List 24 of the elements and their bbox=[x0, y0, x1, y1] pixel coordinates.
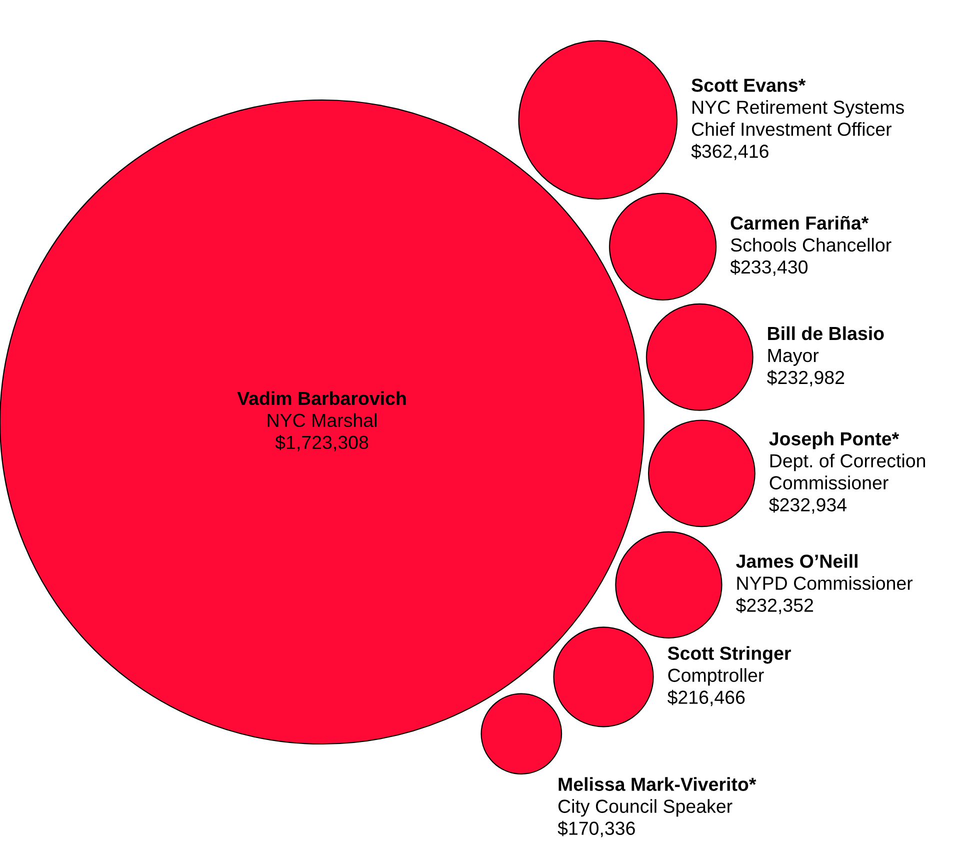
category-label: Melissa Mark-Viverito* bbox=[558, 777, 756, 791]
data-label: $232,934 bbox=[769, 497, 847, 514]
text: Schools Chancellor bbox=[730, 238, 892, 252]
data-label: $362,416 bbox=[691, 144, 768, 160]
text: Mayor bbox=[768, 349, 819, 366]
text: Dept. of Correction Commissioner bbox=[770, 454, 926, 490]
text: NYC Retirement Systems Chief Investment Officer bbox=[692, 100, 904, 136]
data-label: $216,466 bbox=[667, 690, 745, 706]
text: NYC Marshal bbox=[268, 413, 376, 428]
category-label: Bill de Blasio bbox=[768, 326, 884, 340]
category-label: Scott Evans* bbox=[692, 78, 806, 92]
text: Comptroller bbox=[668, 668, 764, 686]
category-label: Joseph Ponte* bbox=[769, 432, 900, 450]
category-label: Carmen Fariña* bbox=[730, 216, 869, 230]
category-label: Scott Stringer bbox=[668, 646, 791, 664]
text: City Council Speaker bbox=[558, 799, 732, 817]
data-label: $232,352 bbox=[736, 598, 814, 614]
data-label: $233,430 bbox=[730, 260, 808, 276]
data-label: $1,723,308 bbox=[275, 434, 368, 452]
text: NYPD Commissioner bbox=[737, 576, 913, 590]
category-label: James O’Neill bbox=[736, 554, 858, 568]
category-label: Vadim Barbarovich bbox=[237, 391, 406, 406]
data-label: $170,336 bbox=[558, 820, 635, 838]
data-label: $232,982 bbox=[767, 370, 844, 386]
